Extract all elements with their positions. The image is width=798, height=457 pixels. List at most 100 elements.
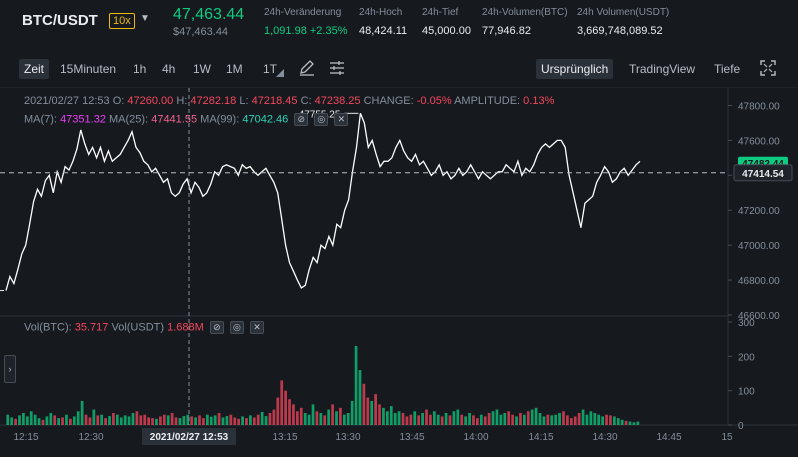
volume-bar	[233, 417, 237, 425]
volume-bar	[370, 400, 374, 425]
volume-bar	[194, 417, 197, 425]
volume-bar	[272, 409, 276, 425]
current-price-tag-bg	[733, 164, 793, 182]
volume-bar	[104, 418, 107, 425]
volume-bar	[123, 415, 127, 425]
volume-bar	[585, 414, 589, 425]
volume-bar	[386, 411, 389, 425]
volume-bar	[487, 412, 491, 425]
leverage-badge[interactable]: 10x	[109, 13, 135, 29]
chevron-down-icon[interactable]: ▼	[140, 13, 150, 24]
volume-bar	[464, 416, 468, 425]
view-depth[interactable]: Tiefe	[714, 62, 741, 76]
volume-bar	[405, 416, 409, 425]
volume-bar	[127, 416, 131, 425]
volume-bar	[288, 399, 291, 425]
price-tick-label: 47800.00	[738, 101, 780, 112]
volume-bar	[534, 407, 538, 425]
volume-bar	[139, 415, 143, 425]
volume-bar	[609, 415, 612, 425]
volume-bar	[589, 411, 593, 425]
interval-1w[interactable]: 1W	[193, 62, 211, 76]
price-tick-label: 47200.00	[738, 206, 780, 217]
volume-bar	[362, 383, 366, 425]
volume-bar	[25, 416, 29, 425]
volume-bar	[241, 416, 244, 425]
ma25-label: MA(25):	[109, 113, 149, 126]
volume-bar	[311, 404, 315, 425]
fullscreen-icon[interactable]	[759, 59, 777, 77]
time-tick-label: 13:30	[335, 432, 360, 443]
volume-bar	[41, 419, 45, 425]
close-icon[interactable]: ✕	[334, 113, 349, 126]
volume-bar	[65, 414, 68, 425]
stat-label-24h-volume-btc: 24h-Volumen(BTC)	[482, 7, 568, 18]
volume-bar	[335, 411, 338, 425]
volume-bar	[100, 414, 104, 425]
settings-icon[interactable]: ◎	[229, 321, 244, 334]
interval-4h[interactable]: 4h	[162, 62, 176, 76]
volume-bar	[468, 412, 471, 425]
volume-bar	[225, 416, 229, 425]
interval-15min[interactable]: 15Minuten	[60, 62, 117, 76]
volume-bar	[327, 409, 331, 425]
vol-btc-value: 35.717	[74, 321, 109, 334]
volume-bar	[476, 418, 479, 425]
close-label: C:	[300, 95, 312, 107]
close-icon[interactable]: ✕	[249, 321, 264, 334]
volume-bar	[69, 418, 72, 425]
ma7-label: MA(7):	[24, 113, 57, 126]
volume-bar	[115, 414, 119, 425]
hide-eye-icon[interactable]: ⊘	[294, 113, 309, 126]
dropdown-corner-icon[interactable]	[276, 69, 284, 77]
volume-bar	[562, 411, 565, 425]
volume-bar	[166, 415, 170, 425]
volume-bar	[119, 417, 123, 425]
volume-bar	[593, 412, 597, 425]
stat-value-24h-change: 1,091.98 +2.35%	[264, 25, 348, 37]
interval-1m[interactable]: 1M	[226, 62, 243, 76]
volume-tick-label: 300	[738, 318, 755, 329]
trading-pair[interactable]: BTC/USDT	[22, 12, 98, 29]
volume-bar	[620, 419, 624, 425]
vol-usdt-label: Vol(USDT)	[111, 321, 165, 334]
volume-bar	[10, 417, 14, 425]
volume-bar	[147, 417, 151, 425]
settings-sliders-icon[interactable]	[328, 59, 346, 77]
stat-label-24h-volume-usdt: 24h Volumen(USDT)	[577, 7, 670, 18]
volume-bar	[315, 411, 319, 425]
settings-icon[interactable]: ◎	[314, 113, 329, 126]
view-original[interactable]: Ursprünglich	[536, 59, 614, 79]
expand-panel-button[interactable]: ›	[4, 355, 16, 383]
pencil-icon[interactable]	[298, 59, 316, 77]
stat-label-24h-low: 24h-Tief	[422, 7, 459, 18]
view-tradingview[interactable]: TradingView	[629, 62, 696, 76]
volume-bar	[444, 412, 448, 425]
volume-bar	[84, 414, 88, 425]
volume-legend: Vol(BTC): 35.717 Vol(USDT) 1.688M ⊘ ◎ ✕	[24, 321, 264, 334]
volume-bar	[92, 409, 96, 425]
volume-bar	[421, 412, 424, 425]
volume-bar	[151, 418, 154, 425]
volume-bar	[519, 412, 522, 425]
volume-bar	[213, 415, 217, 425]
interval-time[interactable]: Zeit	[19, 59, 50, 79]
volume-bar	[440, 416, 444, 425]
volume-bar	[393, 412, 397, 425]
stat-value-24h-low: 45,000.00	[422, 25, 471, 37]
change-label: CHANGE:	[363, 95, 414, 107]
interval-1d[interactable]: 1T	[263, 62, 278, 76]
time-tick-label: 14:00	[463, 432, 488, 443]
volume-bar	[319, 412, 323, 425]
ma99-value: 47042.46	[242, 113, 289, 126]
volume-bar	[217, 412, 221, 425]
volume-bar	[499, 414, 503, 425]
volume-tick-label: 100	[738, 387, 755, 398]
ma7-value: 47351.32	[60, 113, 106, 126]
interval-1h[interactable]: 1h	[133, 62, 147, 76]
volume-bar	[331, 404, 334, 425]
hide-eye-icon[interactable]: ⊘	[209, 321, 224, 334]
volume-bar	[229, 414, 233, 425]
volume-bar	[452, 411, 456, 425]
volume-bar	[581, 409, 585, 425]
